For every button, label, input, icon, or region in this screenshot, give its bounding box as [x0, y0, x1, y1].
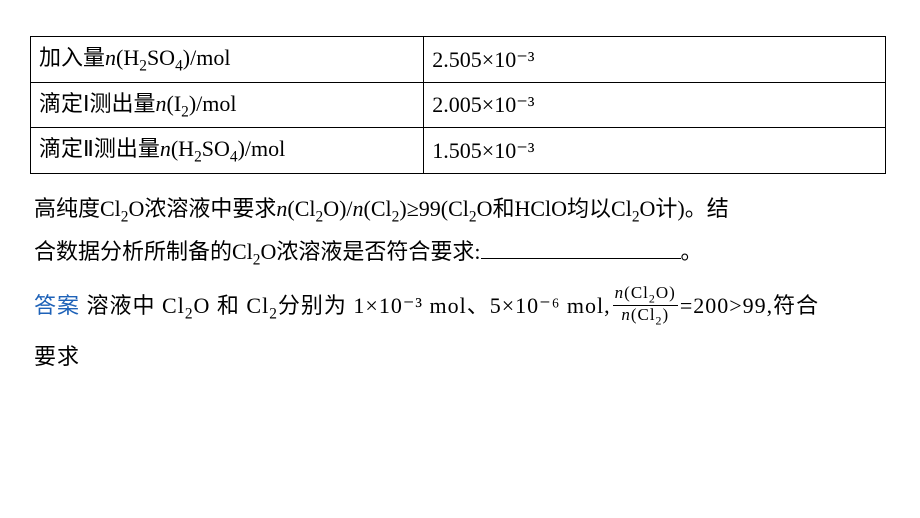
row3-value: 1.505×10⁻³	[424, 128, 886, 174]
row1-value: 2.505×10⁻³	[424, 37, 886, 83]
fraction-numerator: n(Cl2O)	[613, 284, 678, 306]
answer-blank	[481, 237, 681, 259]
table-row: 滴定Ⅰ测出量n(I2)/mol 2.005×10⁻³	[31, 82, 886, 128]
question-line2-prefix: 合数据分析所制备的Cl2O浓溶液是否符合要求:	[34, 239, 481, 264]
answer-part2: =200>99,符合	[680, 293, 819, 318]
answer-label: 答案	[34, 293, 80, 318]
answer-part1: 溶液中 Cl2O 和 Cl2分别为 1×10⁻³ mol、5×10⁻⁶ mol,	[80, 293, 611, 318]
answer-part3: 要求	[34, 344, 80, 369]
row2-label: 滴定Ⅰ测出量n(I2)/mol	[31, 82, 424, 128]
data-table: 加入量n(H2SO4)/mol 2.505×10⁻³ 滴定Ⅰ测出量n(I2)/m…	[30, 36, 886, 174]
question-line1: 高纯度Cl2O浓溶液中要求n(Cl2O)/n(Cl2)≥99(Cl2O和HClO…	[34, 196, 729, 221]
row2-value: 2.005×10⁻³	[424, 82, 886, 128]
row1-label: 加入量n(H2SO4)/mol	[31, 37, 424, 83]
answer-block: 答案 溶液中 Cl2O 和 Cl2分别为 1×10⁻³ mol、5×10⁻⁶ m…	[30, 281, 890, 382]
fraction-denominator: n(Cl2)	[613, 306, 678, 327]
table-row: 加入量n(H2SO4)/mol 2.505×10⁻³	[31, 37, 886, 83]
table-row: 滴定Ⅱ测出量n(H2SO4)/mol 1.505×10⁻³	[31, 128, 886, 174]
question-text: 高纯度Cl2O浓溶液中要求n(Cl2O)/n(Cl2)≥99(Cl2O和HClO…	[30, 188, 890, 275]
row3-label: 滴定Ⅱ测出量n(H2SO4)/mol	[31, 128, 424, 174]
fraction: n(Cl2O)n(Cl2)	[613, 284, 678, 328]
question-line2-suffix: 。	[681, 239, 703, 264]
